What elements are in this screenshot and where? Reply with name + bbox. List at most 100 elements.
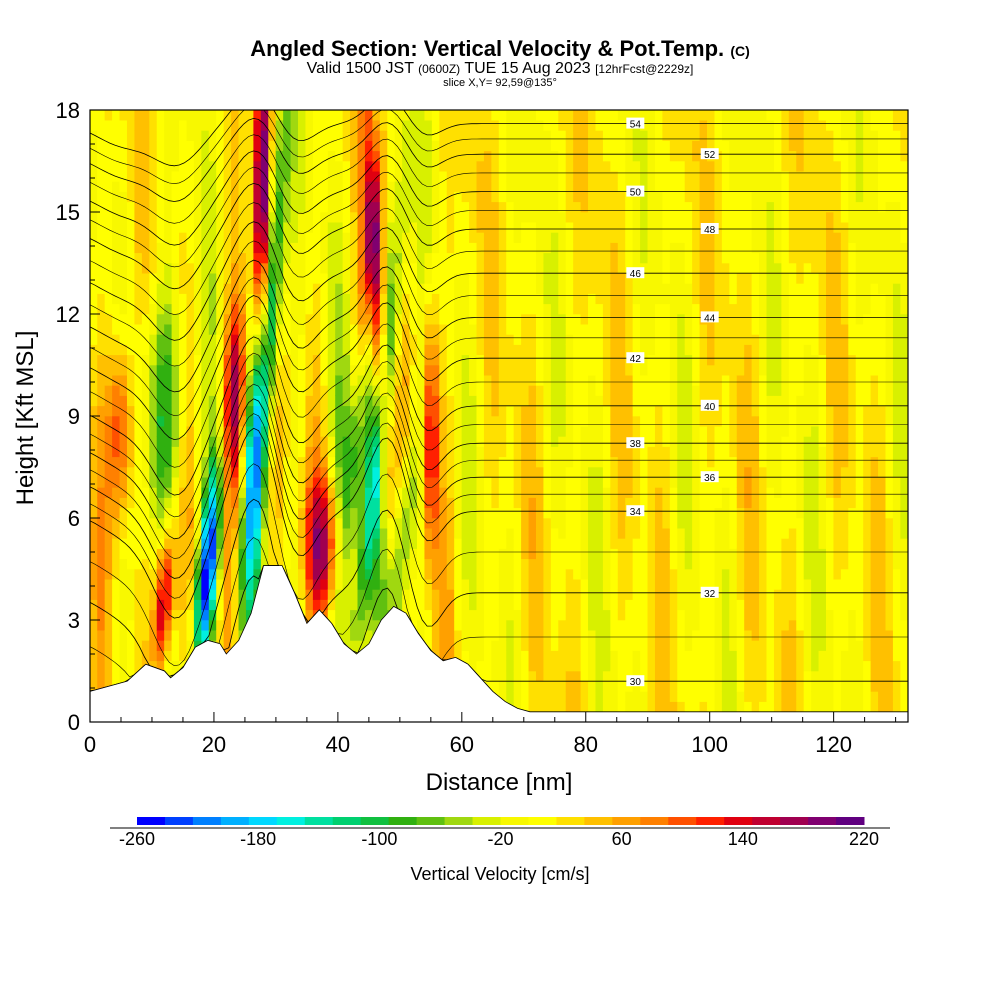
colorbar-swatch (640, 817, 669, 825)
x-axis: 0 20 40 60 80 100 120 (84, 712, 897, 757)
colorbar-swatch (556, 817, 585, 825)
contour-label-34: 34 (626, 505, 645, 518)
y-axis: 0 3 6 9 12 15 18 (56, 98, 100, 735)
x-tick-label: 80 (574, 732, 598, 757)
colorbar-tick-label: -100 (361, 829, 397, 849)
colorbar-swatch (164, 817, 194, 825)
contour-label-32: 32 (700, 586, 719, 600)
colorbar-swatch (276, 817, 306, 825)
colorbar-tick-label: -180 (240, 829, 276, 849)
contour-label-48: 48 (700, 223, 719, 236)
theta-contour-48 (90, 182, 908, 290)
colorbar-swatch (192, 817, 222, 825)
contour-label-30: 30 (626, 675, 645, 688)
colorbar-label: Vertical Velocity [cm/s] (410, 864, 589, 884)
colorbar-swatch (472, 817, 501, 825)
colorbar-swatch (752, 817, 781, 825)
slice-label: slice X,Y= 92,59@135° (443, 77, 557, 89)
theta-contour-46 (90, 221, 908, 341)
colorbar-swatch (780, 817, 809, 825)
colorbar-swatch (612, 817, 641, 825)
colorbar-tick-label: -20 (487, 829, 513, 849)
colorbar-swatch (360, 817, 390, 825)
x-axis-label: Distance [nm] (426, 769, 573, 796)
contour-label-38: 38 (626, 437, 645, 450)
colorbar-swatch (668, 817, 697, 825)
theta-contours (90, 110, 908, 692)
colorbar-ticks: -260 -180 -100 -20 60 140 220 (119, 829, 879, 849)
colorbar-swatch (584, 817, 613, 825)
theta-contour-51 (90, 134, 908, 224)
theta-contour-41 (90, 315, 908, 468)
theta-contour-38 (90, 368, 908, 540)
contour-label-40: 40 (700, 399, 719, 413)
theta-contour-42 (90, 295, 908, 441)
theta-contour-44 (90, 259, 908, 393)
chart-subtitle: Valid 1500 JST (0600Z) TUE 15 Aug 2023 [… (306, 60, 694, 77)
colorbar-swatch (528, 817, 557, 825)
theta-contour-45 (90, 240, 908, 367)
colorbar-swatch (724, 817, 753, 825)
colorbar-swatch (304, 817, 334, 825)
colorbar-swatch (696, 817, 725, 825)
y-tick-label: 15 (56, 200, 80, 225)
x-tick-label: 20 (202, 732, 226, 757)
y-tick-label: 9 (68, 404, 80, 429)
y-tick-label: 12 (56, 302, 80, 327)
velocity-field (90, 110, 908, 722)
colorbar-tick-label: 140 (728, 829, 758, 849)
theta-contour-33 (90, 463, 908, 667)
colorbar-swatch (220, 817, 250, 825)
y-tick-label: 6 (68, 506, 80, 531)
theta-contour-37 (90, 383, 908, 559)
x-tick-label: 120 (815, 732, 852, 757)
colorbar-tick-label: -260 (119, 829, 155, 849)
colorbar-swatch (388, 817, 418, 825)
theta-contour-54 (90, 110, 908, 167)
y-tick-label: 0 (68, 710, 80, 735)
theta-contour-43 (90, 277, 908, 417)
colorbar-swatch (444, 817, 474, 825)
theta-contour-53 (90, 110, 908, 184)
x-tick-label: 40 (326, 732, 350, 757)
y-tick-label: 3 (68, 608, 80, 633)
theta-contour-30 (90, 565, 908, 692)
chart-title: Angled Section: Vertical Velocity & Pot.… (250, 36, 750, 61)
theta-contour-47 (90, 202, 908, 315)
contour-label-46: 46 (626, 267, 645, 280)
theta-contour-36 (90, 398, 908, 579)
colorbar-swatch (500, 817, 529, 825)
theta-contour-39 (90, 352, 908, 518)
y-tick-label: 18 (56, 98, 80, 123)
y-axis-label: Height [Kft MSL] (12, 331, 39, 506)
contour-label-52: 52 (700, 148, 719, 161)
colorbar-swatch (332, 817, 362, 825)
colorbar-swatch (137, 817, 166, 825)
x-tick-label: 100 (691, 732, 728, 757)
theta-contour-52 (90, 117, 908, 202)
contour-label-36: 36 (700, 471, 719, 484)
theta-contour-32 (90, 498, 908, 677)
colorbar (110, 817, 890, 829)
theta-contour-35 (90, 413, 908, 599)
colorbar-swatch (836, 817, 865, 825)
colorbar-tick-label: 220 (849, 829, 879, 849)
contour-label-44: 44 (700, 311, 719, 324)
theta-contour-50 (90, 150, 908, 246)
contour-label-42: 42 (626, 352, 645, 365)
contour-label-50: 50 (626, 185, 645, 199)
theta-contour-31 (90, 537, 908, 678)
colorbar-swatch (248, 817, 278, 825)
theta-contour-34 (90, 427, 908, 619)
terrain (89, 565, 909, 723)
x-tick-label: 0 (84, 732, 96, 757)
theta-contour-49 (90, 166, 908, 268)
contour-label-54: 54 (626, 117, 645, 131)
colorbar-swatch (808, 817, 837, 825)
colorbar-swatch (416, 817, 446, 825)
x-tick-label: 60 (450, 732, 474, 757)
theta-contour-40 (90, 336, 908, 496)
colorbar-tick-label: 60 (612, 829, 632, 849)
theta-contour-labels: 30 32 34 36 38 40 42 44 46 48 50 52 54 (626, 117, 719, 688)
